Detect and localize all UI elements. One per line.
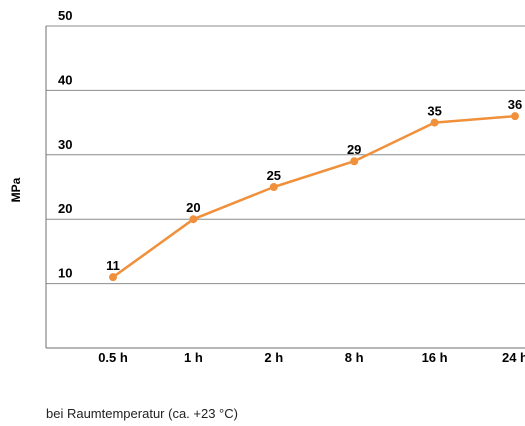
data-point [269, 183, 278, 191]
x-tick-label: 2 h [264, 350, 283, 365]
x-tick-label: 24 h [502, 350, 525, 365]
x-tick-label: 1 h [184, 350, 203, 365]
data-label: 36 [508, 97, 522, 112]
data-label: 11 [106, 258, 120, 273]
y-tick-label: 40 [58, 72, 72, 87]
data-point [511, 112, 519, 121]
data-point [350, 157, 359, 166]
y-tick-label: 50 [58, 8, 72, 23]
data-label: 20 [186, 200, 200, 215]
data-point [109, 273, 117, 282]
y-tick-label: 30 [58, 137, 72, 152]
data-labels: 11 20 25 29 35 36 [106, 97, 522, 273]
data-label: 25 [267, 168, 281, 183]
x-tick-label: 16 h [422, 350, 448, 365]
y-tick-label: 20 [58, 201, 72, 216]
chart-note: bei Raumtemperatur (ca. +23 °C) [46, 406, 238, 421]
series [109, 112, 519, 282]
data-label: 35 [427, 104, 441, 119]
y-axis-label: MPa [9, 177, 23, 202]
axes [45, 26, 525, 349]
x-tick-label: 8 h [345, 350, 364, 365]
series-line [112, 114, 516, 279]
data-point [189, 215, 198, 224]
x-tick-labels: 0.5 h 1 h 2 h 8 h 16 h 24 h [98, 350, 525, 365]
y-tick-label: 10 [58, 266, 72, 281]
grid-lines [46, 25, 525, 285]
data-label: 29 [347, 142, 361, 157]
y-tick-labels: 10 20 30 40 50 [58, 8, 72, 281]
x-tick-label: 0.5 h [98, 350, 128, 365]
data-point [430, 118, 439, 127]
